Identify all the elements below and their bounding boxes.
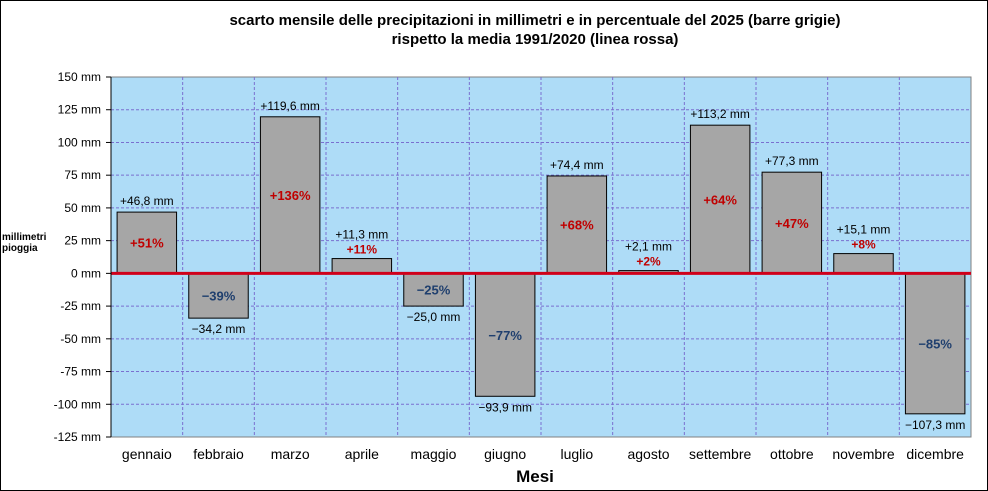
data-label-percent: +68% [560,218,594,233]
y-tick-label: 0 mm [71,266,101,280]
bar [331,258,393,274]
y-tick-label: 75 mm [64,168,101,182]
data-label-mm: −25,0 mm [407,310,461,324]
data-label-mm: +46,8 mm [120,194,174,208]
bar [474,272,536,397]
x-tick-label: luglio [560,446,593,462]
data-label-mm: −34,2 mm [192,322,246,336]
data-label-percent: +11% [347,243,378,257]
data-label-mm: +77,3 mm [765,154,819,168]
data-label-mm: +119,6 mm [260,99,319,113]
data-label-mm: +2,1 mm [625,240,672,254]
x-tick-label: agosto [627,446,669,462]
x-tick-label: maggio [411,446,457,462]
y-axis-label: millimetri pioggia [2,232,47,254]
bar [259,116,321,274]
bar [833,253,894,274]
y-tick-label: -50 mm [60,332,101,346]
x-axis-label: Mesi [516,467,554,486]
y-tick-label: 150 mm [58,70,101,84]
y-tick-label: -25 mm [60,299,101,313]
data-label-percent: −25% [417,283,451,298]
y-tick-label: -75 mm [60,365,101,379]
data-label-mm: −107,3 mm [905,418,965,432]
data-label-percent: +47% [775,216,809,231]
data-label-mm: −93,9 mm [478,400,532,414]
y-tick-label: 100 mm [58,135,101,149]
x-tick-label: ottobre [770,446,814,462]
y-tick-label: 25 mm [64,234,101,248]
data-label-percent: −39% [202,289,236,304]
x-tick-label: dicembre [906,446,964,462]
bar [546,175,608,274]
data-label-percent: +136% [270,188,311,203]
bar [761,171,823,274]
data-label-percent: +64% [703,192,737,207]
data-label-percent: +8% [851,238,876,252]
bar [116,211,178,274]
chart-title: scarto mensile delle precipitazioni in m… [229,12,841,29]
y-tick-label: -100 mm [54,397,101,411]
data-label-percent: −85% [918,337,952,352]
x-tick-label: novembre [832,446,894,462]
data-label-mm: +11,3 mm [335,228,388,242]
x-tick-label: marzo [271,446,310,462]
chart-subtitle: rispetto la media 1991/2020 (linea rossa… [391,31,679,48]
data-label-percent: +51% [130,236,164,251]
y-tick-label: 50 mm [64,201,101,215]
x-tick-label: aprile [345,446,379,462]
bar [689,124,751,274]
data-label-mm: +113,2 mm [690,107,749,121]
data-label-percent: +2% [636,255,661,269]
x-tick-label: gennaio [122,446,172,462]
y-tick-label: 125 mm [58,103,101,117]
bar [188,272,249,319]
x-tick-label: giugno [484,446,526,462]
data-label-mm: +74,4 mm [550,158,604,172]
x-tick-label: febbraio [193,446,244,462]
y-tick-label: -125 mm [54,430,101,444]
data-label-percent: −77% [488,328,522,343]
data-label-mm: +15,1 mm [837,223,891,237]
x-tick-label: settembre [689,446,751,462]
